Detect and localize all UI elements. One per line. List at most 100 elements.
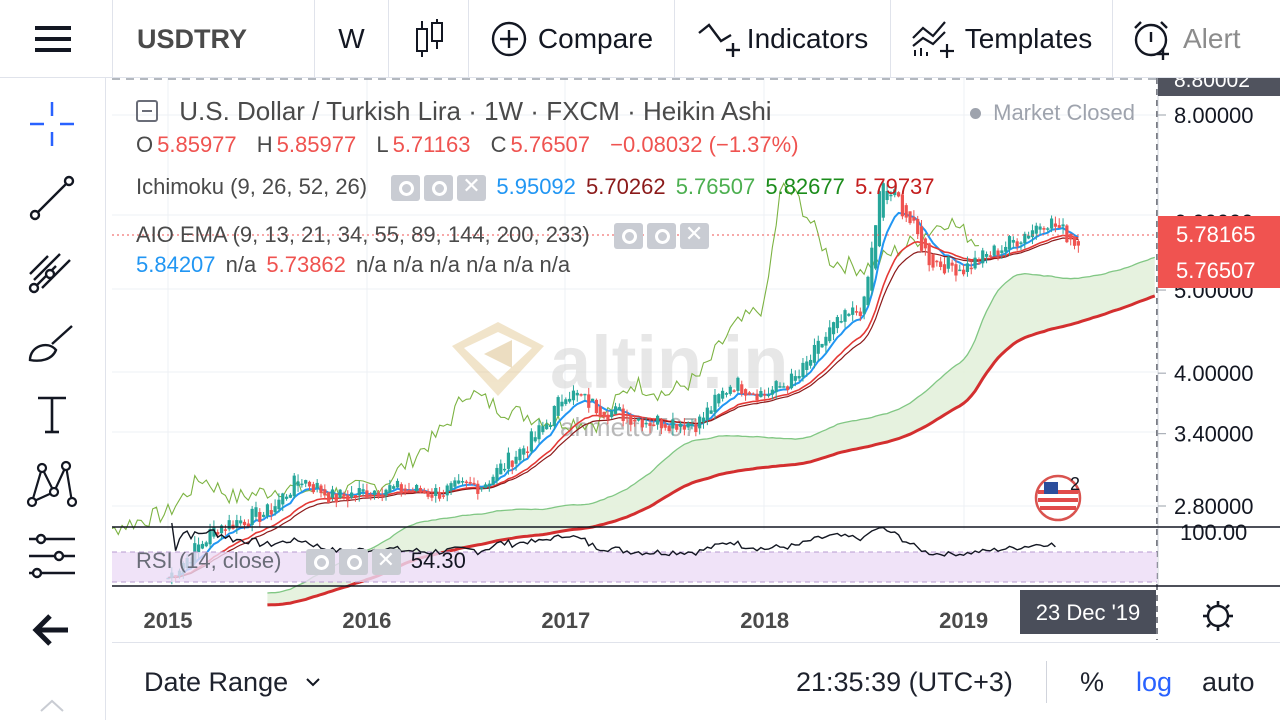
chevron-down-icon: [305, 678, 320, 687]
candle-body: [984, 253, 989, 257]
candle-body: [843, 310, 847, 322]
rsi-controls[interactable]: [305, 547, 401, 576]
gear-icon: [1206, 604, 1230, 628]
xabcd-pattern-icon: [26, 460, 78, 508]
candles-icon: [415, 19, 443, 57]
rsi-pane[interactable]: 100.00: [112, 520, 1247, 583]
eye-icon[interactable]: [305, 549, 335, 576]
date-range-button[interactable]: Date Range: [144, 667, 322, 698]
rsi-name: RSI (14, close): [136, 548, 282, 573]
candle-body: [705, 407, 709, 421]
rsi-legend[interactable]: RSI (14, close) 54.30: [136, 547, 470, 576]
menu-button[interactable]: [0, 0, 106, 78]
gear-icon[interactable]: [338, 549, 368, 576]
candle-body: [874, 225, 878, 269]
measure-tool[interactable]: [22, 526, 82, 586]
price-axis[interactable]: 8.80002 8.000006.000005.000004.000003.40…: [1157, 69, 1280, 585]
candle-body: [854, 311, 859, 313]
ema-legend[interactable]: AIO EMA (9, 13, 21, 34, 55, 89, 144, 200…: [136, 221, 713, 250]
series-legend-title-row: U.S. Dollar / Turkish Lira · 1W · FXCM ·…: [136, 96, 776, 127]
trend-line-tool[interactable]: [22, 168, 82, 228]
scroll-up-button[interactable]: [22, 690, 82, 720]
text-tool[interactable]: [22, 384, 82, 444]
compare-label: Compare: [537, 23, 654, 54]
chart-settings-button[interactable]: [1203, 601, 1233, 631]
close-icon[interactable]: [679, 221, 709, 250]
clock-label: 21:35:39 (UTC+3): [796, 667, 1013, 697]
eye-icon[interactable]: [613, 223, 643, 250]
price-axis-top-value: 8.80002: [1174, 78, 1250, 92]
candle-body: [353, 495, 358, 497]
ohlc-legend: O 5.85977 H 5.85977 L 5.71163 C 5.76507 −0.0…: [136, 132, 803, 158]
candle-body: [1019, 242, 1023, 244]
candle-body: [392, 486, 396, 489]
alert-button[interactable]: Alert: [1112, 0, 1280, 78]
candle-body: [575, 392, 579, 396]
candle-body: [338, 489, 342, 498]
gear-icon[interactable]: [424, 175, 454, 202]
candle-body: [912, 217, 916, 221]
candle-body: [388, 485, 392, 493]
candle-body: [369, 494, 373, 496]
candle-body: [590, 398, 595, 402]
templates-button[interactable]: Templates: [890, 0, 1112, 78]
candle-body: [881, 183, 885, 218]
candle-body: [441, 495, 445, 497]
eye-icon[interactable]: [391, 175, 421, 202]
close-icon[interactable]: [457, 173, 487, 202]
time-axis[interactable]: 2015 2016 2017 2018 2019: [144, 608, 989, 633]
price-tick-label: 3.40000: [1174, 422, 1254, 447]
ema-controls[interactable]: [613, 221, 709, 250]
crosshair-tool[interactable]: [22, 94, 82, 154]
alarm-clock-icon: [1134, 21, 1169, 60]
ichimoku-legend[interactable]: Ichimoku (9, 26, 52, 26) 5.95092 5.70262…: [136, 173, 939, 202]
candle-body: [774, 381, 778, 393]
auto-label: auto: [1202, 667, 1255, 697]
candle-body: [629, 415, 633, 425]
candle-body: [981, 250, 985, 264]
auto-scale-toggle[interactable]: auto: [1202, 667, 1255, 698]
pitchfork-icon: [28, 253, 71, 294]
candle-body: [464, 481, 468, 484]
candle-body: [307, 481, 312, 487]
candle-body: [426, 491, 430, 497]
candle-body: [399, 484, 403, 493]
interval-button[interactable]: W: [314, 0, 388, 78]
candle-body: [847, 313, 851, 316]
economic-event-badge[interactable]: 2: [1034, 474, 1082, 522]
candle-body: [346, 495, 350, 501]
candle-body: [1046, 228, 1050, 230]
gear-icon[interactable]: [646, 223, 676, 250]
candle-body: [636, 418, 641, 421]
rsi-axis-top: 100.00: [1180, 520, 1247, 545]
close-price-badge: [1158, 252, 1280, 288]
log-scale-toggle[interactable]: log: [1136, 667, 1172, 698]
alert-label: Alert: [1183, 23, 1241, 54]
hide-toolbar-button[interactable]: [22, 600, 82, 660]
collapse-legend-button[interactable]: [136, 100, 158, 122]
candle-body: [483, 484, 488, 489]
gann-fib-tool[interactable]: [22, 240, 82, 300]
trend-line-icon: [29, 175, 75, 221]
candle-body: [962, 269, 966, 275]
candle-body: [606, 414, 610, 420]
candle-body: [537, 425, 541, 440]
time-tick-label: 2016: [342, 608, 391, 633]
brush-tool[interactable]: [22, 314, 82, 374]
chart-style-button[interactable]: [388, 0, 468, 78]
timezone-clock[interactable]: 21:35:39 (UTC+3): [796, 667, 1013, 698]
pattern-tool[interactable]: [22, 454, 82, 514]
candle-body: [571, 390, 576, 401]
close-icon[interactable]: [371, 547, 401, 576]
arrow-left-icon: [32, 614, 68, 646]
symbol-search[interactable]: USDTRY: [112, 0, 314, 78]
ema-value-1: 5.84207: [136, 252, 216, 277]
candle-body: [713, 394, 717, 413]
log-label: log: [1136, 667, 1173, 697]
percent-scale-toggle[interactable]: %: [1080, 667, 1104, 698]
ichimoku-controls[interactable]: [391, 173, 487, 202]
candle-body: [1007, 236, 1012, 250]
compare-button[interactable]: Compare: [468, 0, 674, 78]
candle-body: [885, 191, 889, 201]
indicators-button[interactable]: Indicators: [674, 0, 890, 78]
